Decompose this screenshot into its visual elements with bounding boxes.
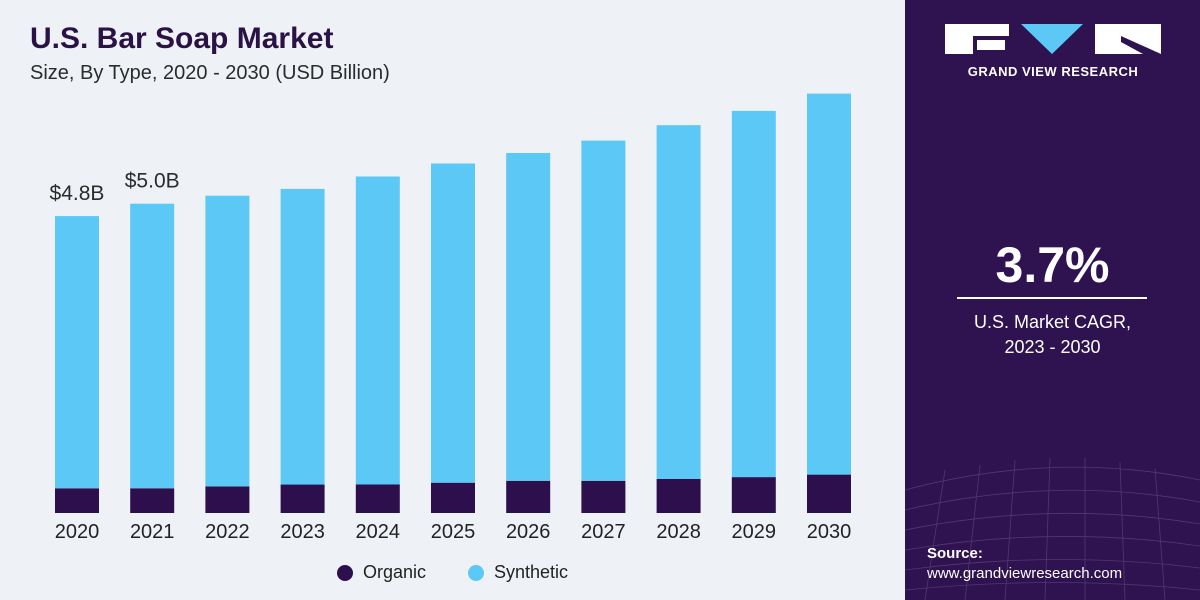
bar-organic-2026 [506, 480, 551, 513]
bar-synthetic-2025 [431, 163, 475, 483]
cagr-divider [957, 297, 1147, 299]
bar-organic-2020 [55, 488, 99, 513]
brand-name: GRAND VIEW RESEARCH [967, 64, 1139, 79]
x-tick-label-2020: 2020 [55, 521, 100, 543]
bar-organic-2021 [130, 488, 175, 513]
x-tick-label-2030: 2030 [807, 521, 852, 543]
bar-organic-2027 [581, 480, 626, 513]
cagr-value: 3.7% [995, 237, 1110, 293]
x-tick-label-2027: 2027 [581, 521, 626, 543]
legend-label-organic: Organic [362, 562, 426, 582]
bar-organic-2025 [431, 482, 475, 513]
bar-organic-2023 [280, 484, 325, 513]
legend-item-organic: Organic [336, 562, 426, 583]
bar-synthetic-2030 [807, 93, 851, 475]
x-tick-label-2021: 2021 [130, 521, 175, 543]
x-tick-label-2022: 2022 [205, 521, 250, 543]
x-tick-label-2025: 2025 [431, 521, 476, 543]
cagr-label-line2: 2023 - 2030 [1004, 337, 1101, 357]
bar-synthetic-2026 [506, 153, 551, 481]
data-label-2021: $5.0B [125, 170, 180, 193]
brand-logo: GRAND VIEW RESEARCH [943, 22, 1163, 79]
bar-synthetic-2027 [581, 140, 626, 481]
bar-organic-2024 [355, 484, 400, 513]
side-panel: GRAND VIEW RESEARCH 3.7% U.S. Market CAG… [905, 0, 1200, 600]
cagr-label: U.S. Market CAGR, 2023 - 2030 [905, 310, 1200, 360]
bar-synthetic-2029 [731, 110, 776, 478]
chart-legend: Organic Synthetic [0, 562, 905, 583]
bar-synthetic-2021 [130, 203, 175, 489]
legend-label-synthetic: Synthetic [493, 562, 569, 582]
bar-synthetic-2028 [656, 125, 701, 479]
source-label: Source: [927, 545, 983, 562]
bar-synthetic-2024 [355, 176, 400, 485]
bar-synthetic-2020 [55, 216, 99, 489]
x-tick-label-2029: 2029 [732, 521, 777, 543]
bar-organic-2022 [205, 486, 250, 513]
x-tick-label-2024: 2024 [356, 521, 401, 543]
data-label-2020: $4.8B [50, 182, 105, 205]
chart-title: U.S. Bar Soap Market [30, 22, 334, 55]
x-tick-label-2023: 2023 [280, 521, 325, 543]
source-link[interactable]: www.grandviewresearch.com [927, 565, 1123, 582]
bar-organic-2029 [731, 477, 776, 513]
x-tick-label-2028: 2028 [656, 521, 701, 543]
bar-organic-2028 [656, 479, 701, 513]
bar-synthetic-2022 [205, 195, 250, 487]
cagr-label-line1: U.S. Market CAGR, [973, 312, 1132, 332]
chart-subtitle: Size, By Type, 2020 - 2030 (USD Billion) [30, 62, 390, 84]
legend-swatch-organic [336, 564, 353, 581]
bar-organic-2030 [807, 474, 851, 513]
gvr-logo-icon [945, 24, 1161, 54]
chart-panel: U.S. Bar Soap Market Size, By Type, 2020… [0, 0, 905, 600]
bar-chart: 2020 $4.8B 2021 $5.0B 2022 2023 2024 2025 2026 20… [50, 93, 852, 543]
wireframe-grid-decoration [905, 457, 1200, 600]
bar-synthetic-2023 [280, 188, 325, 485]
legend-item-synthetic: Synthetic [467, 562, 569, 583]
x-tick-label-2026: 2026 [506, 521, 551, 543]
legend-swatch-synthetic [467, 564, 484, 581]
source-note: Source: www.grandviewresearch.com [927, 545, 1122, 582]
